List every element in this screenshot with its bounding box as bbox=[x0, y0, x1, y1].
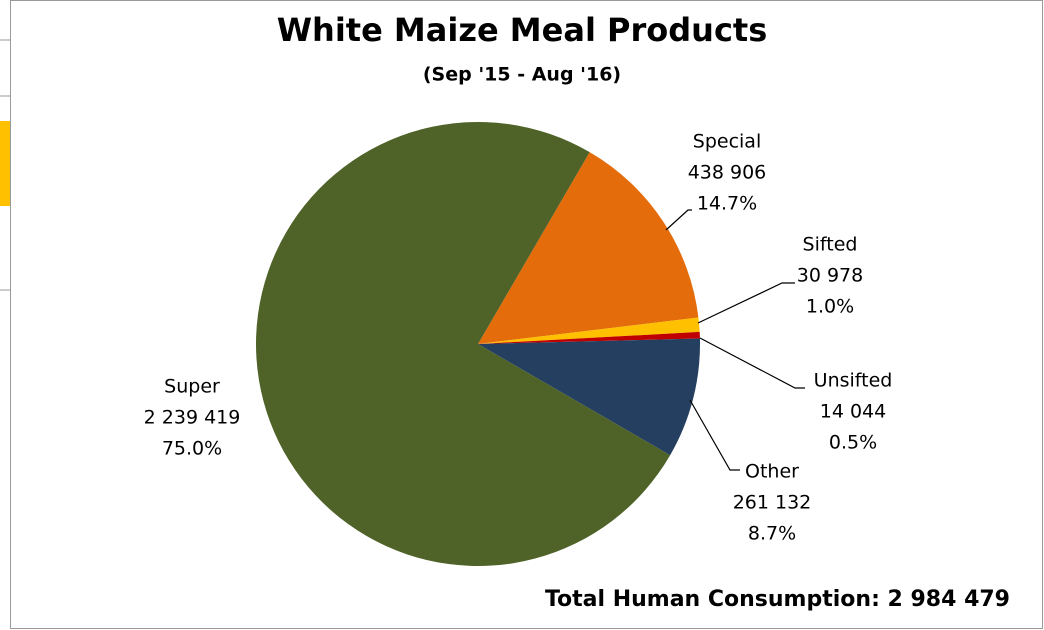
data-label: 261 132 bbox=[733, 492, 812, 514]
edge-artifact bbox=[0, 121, 10, 206]
annotation: Total Human Consumption: 2 984 479 bbox=[545, 587, 1010, 612]
leader-line bbox=[665, 209, 692, 231]
pie-slice bbox=[478, 331, 700, 344]
data-label: Other bbox=[745, 461, 799, 483]
data-label: 14.7% bbox=[697, 193, 757, 215]
chart-subtitle: (Sep '15 - Aug '16) bbox=[423, 64, 621, 86]
leader-line bbox=[689, 399, 740, 471]
chart-border bbox=[10, 0, 1043, 629]
data-label: 438 906 bbox=[688, 162, 767, 184]
data-label: Super bbox=[164, 376, 220, 398]
data-label: 75.0% bbox=[162, 438, 222, 460]
data-label: Sifted bbox=[803, 234, 858, 256]
pie-slice bbox=[478, 152, 699, 344]
leader-line bbox=[697, 282, 795, 324]
data-label: Unsifted bbox=[814, 370, 893, 392]
leader-line bbox=[699, 337, 805, 389]
data-label: Special bbox=[693, 131, 761, 153]
data-label: 14 044 bbox=[820, 401, 886, 423]
data-label: 30 978 bbox=[797, 265, 863, 287]
data-label: 8.7% bbox=[748, 523, 796, 545]
pie-slice bbox=[255, 121, 671, 567]
data-label: 2 239 419 bbox=[144, 407, 241, 429]
data-label: 0.5% bbox=[829, 432, 877, 454]
data-label: 1.0% bbox=[806, 296, 854, 318]
pie-slice bbox=[478, 338, 700, 456]
pie-slice bbox=[478, 317, 700, 344]
chart-title: White Maize Meal Products bbox=[277, 11, 768, 49]
